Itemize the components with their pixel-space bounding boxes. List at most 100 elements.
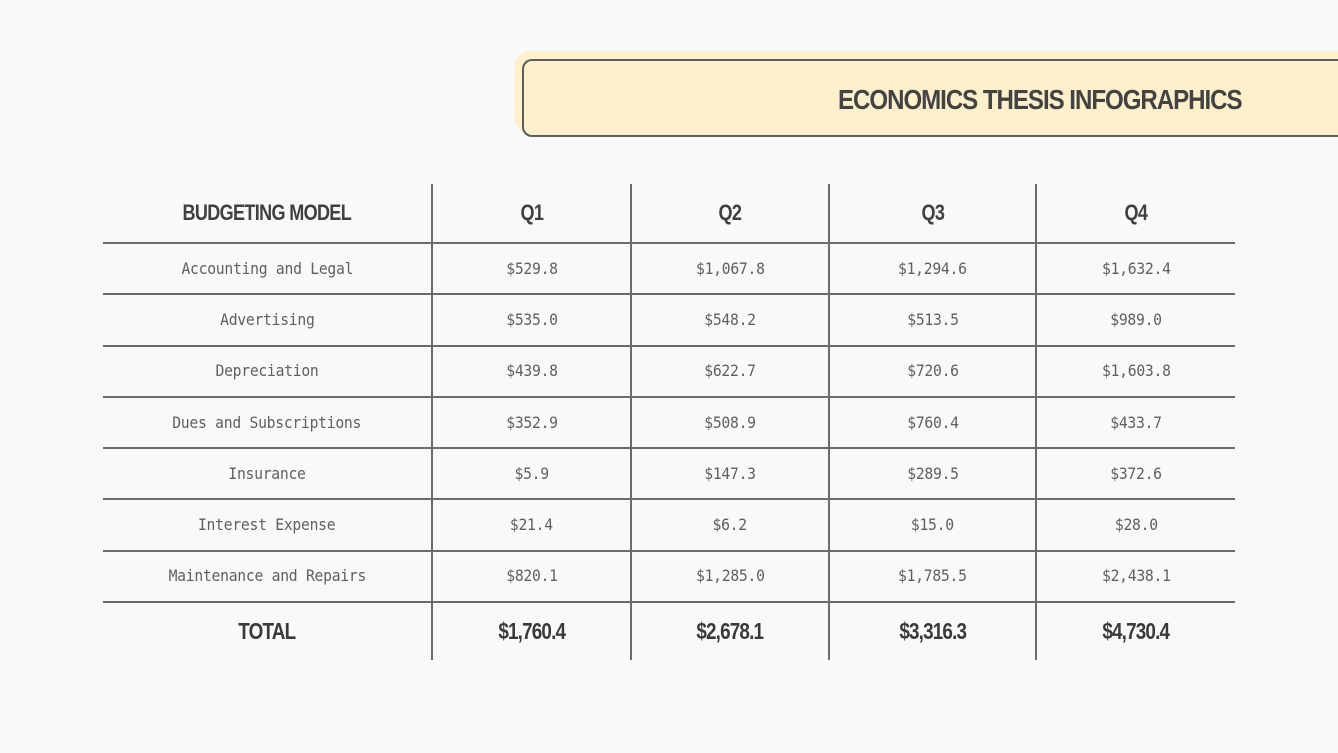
cell-value: $1,067.8 [695,258,765,278]
cell-value: $548.2 [704,309,756,329]
cell-q3: $15.0 [828,498,1036,551]
cell-q2: $508.9 [630,395,829,449]
cell-q2: $147.3 [630,447,829,500]
total-q2: $2,678.1 [630,601,829,661]
table-row: Advertising $535.0 $548.2 $513.5 $989.0 [103,293,1235,346]
budget-table-container: BUDGETING MODEL Q1 Q2 Q3 Q4 Accounting a… [103,184,1235,661]
cell-value: $1,285.0 [695,566,765,586]
cell-value: $535.0 [505,309,558,329]
page-title: ECONOMICS THESIS INFOGRAPHICS [838,84,1243,115]
cell-q4: $989.0 [1035,293,1235,346]
row-label-text: Advertising [219,309,315,329]
cell-q1: $820.1 [431,549,631,603]
row-label: Accounting and Legal [103,241,432,295]
cell-value: $622.7 [704,361,756,381]
cell-q3: $1,294.6 [828,241,1036,295]
cell-value: $820.1 [505,566,558,586]
cell-q1: $535.0 [431,293,631,346]
cell-value: $433.7 [1110,412,1162,432]
cell-value: $6.2 [712,515,748,535]
row-label-text: Depreciation [215,361,319,381]
total-q1: $1,760.4 [431,601,631,661]
table-row: Insurance $5.9 $147.3 $289.5 $372.6 [103,447,1235,500]
cell-value: $21.4 [510,515,553,535]
table-row: Accounting and Legal $529.8 $1,067.8 $1,… [103,241,1235,295]
header-q2: Q2 [630,184,829,243]
cell-value: $147.3 [704,463,756,483]
cell-q1: $5.9 [431,447,631,500]
header-label: BUDGETING MODEL [182,200,352,225]
row-label-text: Dues and Subscriptions [172,412,362,432]
cell-value: $1,294.6 [898,258,967,278]
cell-value: $5.9 [514,463,549,483]
header-label: Q2 [718,200,742,225]
cell-value: $439.8 [505,361,558,381]
cell-q1: $21.4 [431,498,631,551]
row-label: Maintenance and Repairs [103,549,432,603]
cell-value: $529.8 [505,258,558,278]
cell-q2: $1,285.0 [630,549,829,603]
cell-q4: $1,603.8 [1035,344,1235,397]
cell-q2: $548.2 [630,293,829,346]
row-label: Interest Expense [103,498,432,551]
row-label: Depreciation [103,344,432,397]
total-q4: $4,730.4 [1035,601,1235,661]
cell-q1: $352.9 [431,395,631,449]
cell-q4: $1,632.4 [1035,241,1235,295]
row-label-text: Interest Expense [198,515,336,535]
cell-value: $760.4 [906,412,959,432]
total-value: $3,316.3 [899,618,967,645]
table-row: Dues and Subscriptions $352.9 $508.9 $76… [103,395,1235,449]
table-header-row: BUDGETING MODEL Q1 Q2 Q3 Q4 [103,184,1235,243]
cell-q1: $439.8 [431,344,631,397]
cell-q3: $720.6 [828,344,1036,397]
cell-value: $1,632.4 [1101,258,1171,278]
cell-value: $28.0 [1114,515,1158,535]
table-row: Interest Expense $21.4 $6.2 $15.0 $28.0 [103,498,1235,551]
row-label-text: Insurance [228,463,306,483]
cell-q3: $1,785.5 [828,549,1036,603]
total-value: $1,760.4 [498,618,566,645]
budget-table: BUDGETING MODEL Q1 Q2 Q3 Q4 Accounting a… [103,184,1235,661]
header-label: Q4 [1124,200,1148,225]
total-q3: $3,316.3 [828,601,1036,661]
cell-value: $989.0 [1110,309,1162,329]
cell-q3: $289.5 [828,447,1036,500]
total-row: TOTAL $1,760.4 $2,678.1 $3,316.3 $4,730.… [103,601,1235,661]
title-banner [522,59,1338,137]
row-label-text: Accounting and Legal [181,258,353,278]
cell-q2: $622.7 [630,344,829,397]
cell-value: $513.5 [906,309,959,329]
table-row: Depreciation $439.8 $622.7 $720.6 $1,603… [103,344,1235,397]
row-label: Insurance [103,447,432,500]
row-label-text: Maintenance and Repairs [168,566,366,586]
total-value: $4,730.4 [1102,618,1171,645]
cell-value: $508.9 [704,412,756,432]
header-label: Q3 [921,200,944,225]
cell-value: $289.5 [906,463,959,483]
row-label: Advertising [103,293,432,346]
cell-value: $2,438.1 [1101,566,1171,586]
cell-q4: $433.7 [1035,395,1235,449]
cell-value: $15.0 [911,515,954,535]
cell-q2: $6.2 [630,498,829,551]
cell-value: $1,785.5 [898,566,967,586]
cell-q3: $760.4 [828,395,1036,449]
total-label: TOTAL [103,601,432,661]
header-label: Q1 [520,200,543,225]
header-q1: Q1 [431,184,631,243]
row-label: Dues and Subscriptions [103,395,432,449]
header-q4: Q4 [1035,184,1235,243]
header-q3: Q3 [828,184,1036,243]
cell-q4: $2,438.1 [1035,549,1235,603]
cell-q4: $372.6 [1035,447,1235,500]
cell-q1: $529.8 [431,241,631,295]
cell-q4: $28.0 [1035,498,1235,551]
cell-value: $372.6 [1110,463,1162,483]
cell-q3: $513.5 [828,293,1036,346]
header-budgeting-model: BUDGETING MODEL [103,184,432,243]
cell-value: $352.9 [505,412,558,432]
total-label-text: TOTAL [238,618,296,645]
cell-q2: $1,067.8 [630,241,829,295]
